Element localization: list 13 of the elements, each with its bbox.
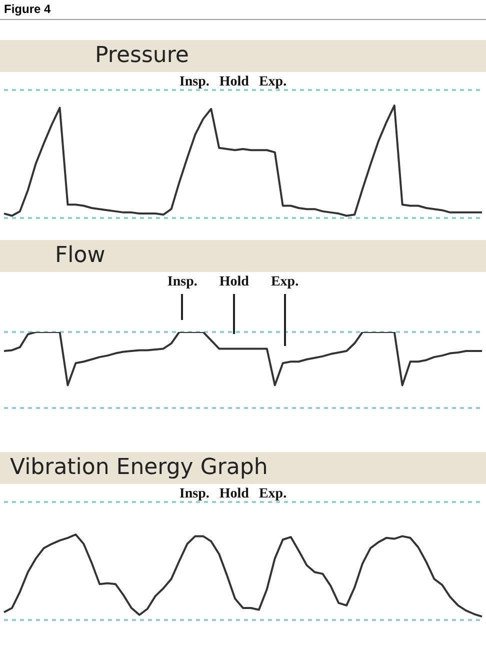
chart-title: Pressure — [0, 40, 486, 72]
text: Hold — [219, 486, 250, 502]
text: Insp. — [179, 74, 210, 90]
text: Hold — [219, 74, 250, 90]
text: Insp. — [179, 486, 210, 502]
text: Insp. — [167, 274, 198, 290]
text: Hold — [219, 274, 250, 290]
chart-title: Vibration Energy Graph — [0, 452, 486, 484]
chart-subtitle: Figure 4 — [0, 0, 486, 20]
chart-title: Flow — [0, 240, 486, 272]
text: Exp. — [258, 74, 287, 90]
text: Exp. — [270, 274, 299, 290]
text: Exp. — [258, 486, 287, 502]
